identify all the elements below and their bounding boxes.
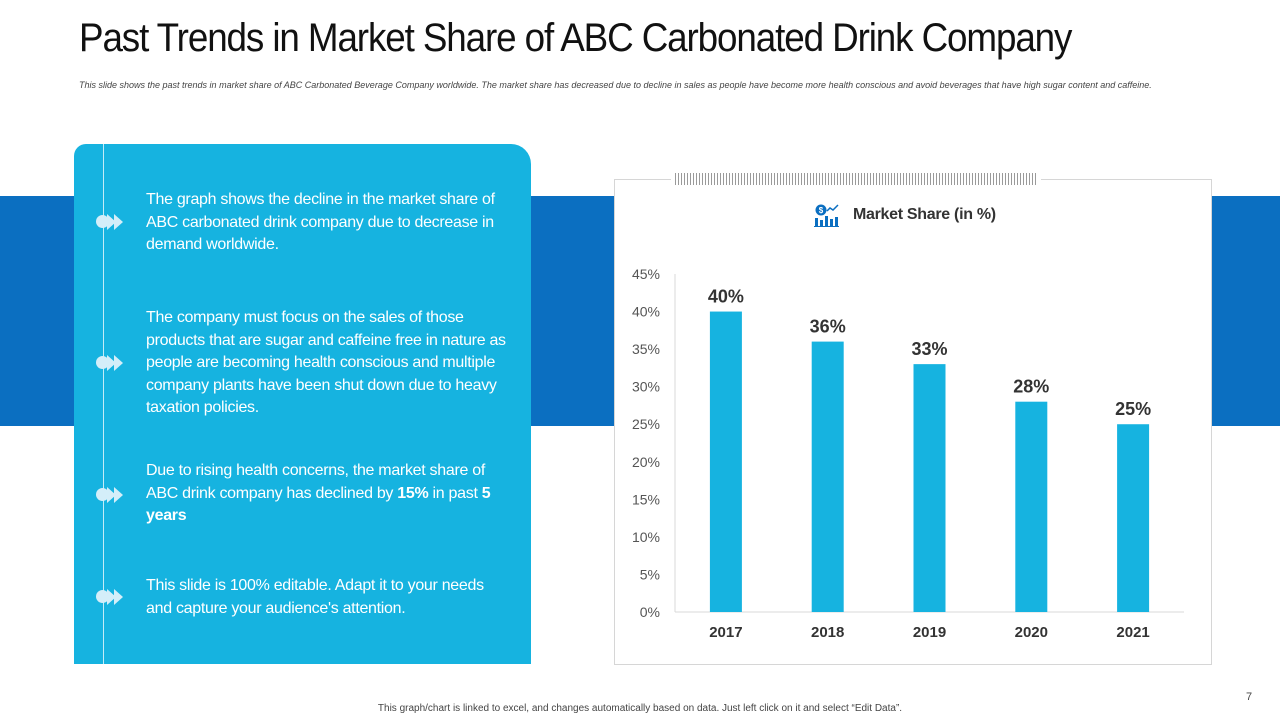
y-tick-label: 25% (632, 416, 660, 432)
x-tick-label: 2021 (1116, 624, 1149, 641)
chart-title: Market Share (in %) (853, 206, 996, 223)
bar-2020[interactable] (1015, 401, 1048, 612)
data-label: 36% (810, 317, 846, 337)
insights-panel: The graph shows the decline in the marke… (74, 144, 531, 664)
x-tick-label: 2020 (1015, 624, 1048, 641)
footer-note: This graph/chart is linked to excel, and… (377, 703, 903, 714)
bar-2018[interactable] (811, 341, 844, 612)
insight-point-1: The graph shows the decline in the marke… (146, 191, 495, 253)
data-label: 28% (1013, 377, 1049, 397)
timeline-line (103, 144, 104, 664)
data-label: 40% (708, 287, 744, 307)
page-number: 7 (1246, 691, 1253, 703)
y-tick-label: 35% (632, 341, 660, 357)
y-tick-label: 30% (632, 379, 660, 395)
y-tick-label: 20% (632, 454, 660, 470)
bar-2019[interactable] (913, 364, 946, 612)
y-tick-label: 10% (632, 529, 660, 545)
x-tick-label: 2018 (811, 624, 844, 641)
chart-analytics-icon: $ (813, 203, 839, 227)
y-tick-label: 45% (632, 266, 660, 282)
bar-2021[interactable] (1117, 424, 1150, 612)
data-label: 33% (911, 339, 947, 359)
page-subtitle: This slide shows the past trends in mark… (79, 80, 1152, 90)
bullet-chevron-icon (96, 212, 136, 232)
page-title: Past Trends in Market Share of ABC Carbo… (79, 16, 1072, 60)
insight-point-3: Due to rising health concerns, the marke… (146, 462, 491, 524)
bullet-chevron-icon (96, 353, 136, 373)
market-share-bar-chart[interactable]: 0% 5% 10% 15% 20% 25% 30% 35% 40% 45% 40% 2017 36% 20… (614, 250, 1212, 650)
bullet-chevron-icon (96, 485, 136, 505)
y-tick-label: 0% (640, 604, 660, 620)
svg-text:$: $ (819, 206, 824, 215)
bar-2017[interactable] (709, 311, 742, 612)
x-tick-label: 2017 (709, 624, 742, 641)
ruler-decoration (671, 173, 1041, 187)
bullet-chevron-icon (96, 587, 136, 607)
insight-point-4: This slide is 100% editable. Adapt it to… (146, 577, 484, 617)
data-label: 25% (1115, 399, 1151, 419)
y-tick-label: 15% (632, 491, 660, 507)
y-tick-label: 40% (632, 304, 660, 320)
insight-point-2: The company must focus on the sales of t… (146, 309, 506, 416)
x-tick-label: 2019 (913, 624, 946, 641)
y-tick-label: 5% (640, 566, 660, 582)
